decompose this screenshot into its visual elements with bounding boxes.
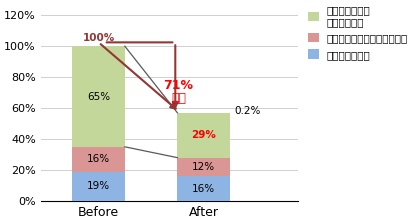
Bar xyxy=(72,147,125,171)
Text: 削減: 削減 xyxy=(171,92,186,105)
Bar xyxy=(72,46,125,147)
Legend: 工程設計書作成
（工数算出）, 流れ線図（部品構成表）作成, 工程設計・検討: 工程設計書作成 （工数算出）, 流れ線図（部品構成表）作成, 工程設計・検討 xyxy=(306,3,410,62)
Text: 100%: 100% xyxy=(83,33,115,43)
Text: 65%: 65% xyxy=(87,91,110,101)
Text: 16%: 16% xyxy=(87,154,110,164)
Text: 29%: 29% xyxy=(191,130,216,140)
Bar xyxy=(177,158,230,176)
Text: 0.2%: 0.2% xyxy=(234,106,261,116)
Bar xyxy=(177,113,230,158)
Text: 19%: 19% xyxy=(87,181,110,191)
Bar xyxy=(72,171,125,201)
Text: 71%: 71% xyxy=(164,79,193,92)
Text: 16%: 16% xyxy=(192,184,215,194)
Text: 12%: 12% xyxy=(192,162,215,172)
Bar xyxy=(177,176,230,201)
